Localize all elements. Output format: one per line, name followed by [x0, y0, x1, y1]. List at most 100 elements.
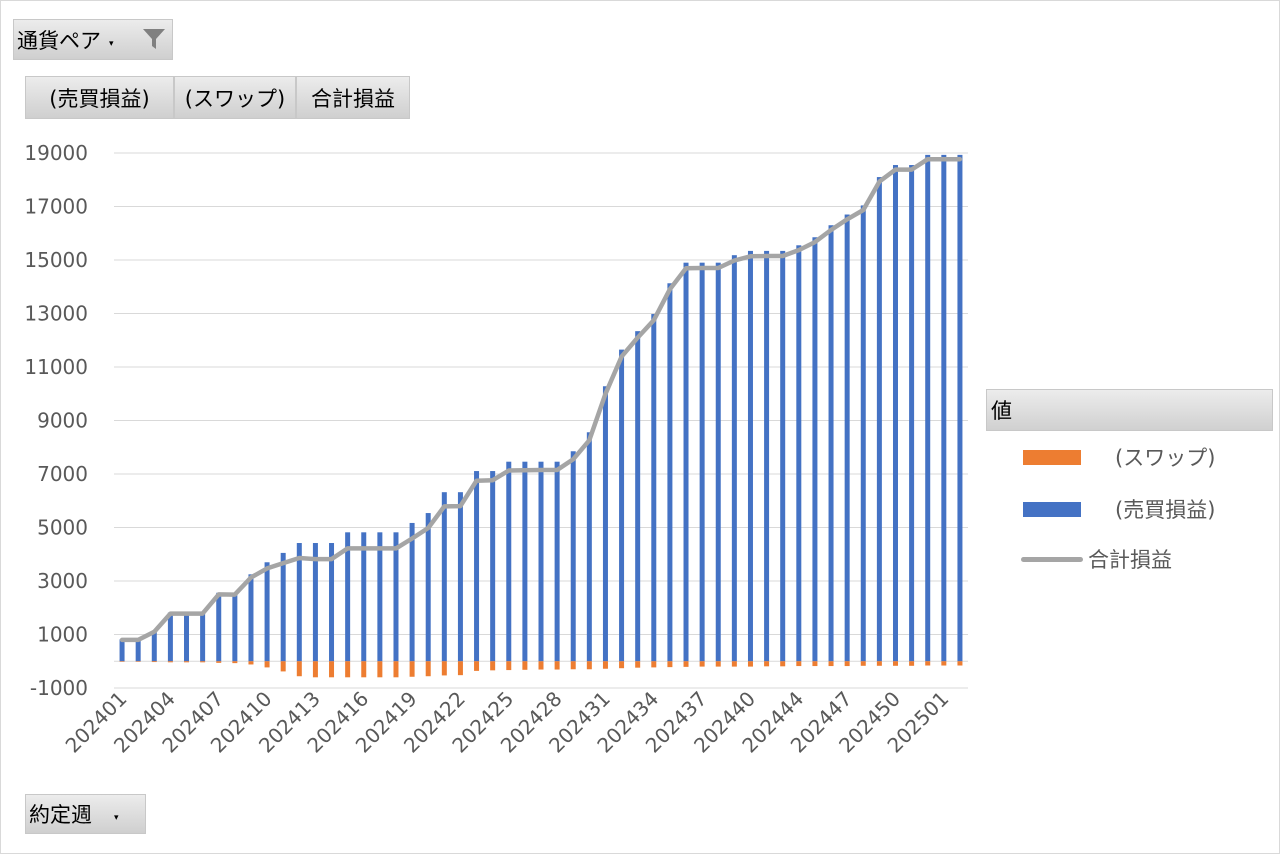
bar-trade-pnl [329, 543, 335, 662]
bar-trade-pnl [506, 461, 512, 662]
bar-trade-pnl [570, 451, 576, 662]
bar-swap [119, 661, 125, 662]
bar-swap [393, 661, 399, 678]
bar-trade-pnl [844, 214, 850, 662]
bar-trade-pnl [602, 386, 608, 662]
bar-trade-pnl [361, 532, 367, 662]
legend-item-total-pnl[interactable]: 合計損益 [1021, 544, 1172, 574]
bar-trade-pnl [200, 612, 206, 662]
bar-swap [892, 661, 898, 666]
bar-swap [490, 661, 496, 671]
bar-trade-pnl [699, 262, 705, 662]
bar-swap [586, 661, 592, 670]
bar-swap [876, 661, 882, 666]
value-button-total-pnl[interactable]: 合計損益 [296, 76, 410, 119]
bar-trade-pnl [812, 237, 818, 662]
bar-trade-pnl [216, 592, 222, 662]
legend-swatch-swap [1023, 449, 1081, 465]
bar-trade-pnl [796, 245, 802, 662]
bar-trade-pnl [780, 250, 786, 662]
dropdown-arrow-icon: ▾ [109, 38, 114, 49]
y-tick-label: 17000 [24, 195, 88, 219]
bar-swap [280, 661, 286, 672]
value-button-swap[interactable]: (スワップ) [174, 76, 296, 119]
legend-label-swap: (スワップ) [1115, 446, 1216, 470]
bar-trade-pnl [925, 154, 931, 662]
bar-swap [699, 661, 705, 667]
bar-swap [457, 661, 463, 676]
bar-trade-pnl [522, 461, 528, 662]
bar-swap [232, 661, 238, 664]
bar-trade-pnl [554, 461, 560, 662]
bar-swap [554, 661, 560, 670]
bar-swap [860, 661, 866, 666]
bar-swap [167, 661, 173, 663]
bar-trade-pnl [312, 543, 318, 662]
bar-swap [329, 661, 335, 678]
legend-item-trade-pnl[interactable]: (売買損益) [1023, 494, 1215, 524]
value-button-trade-pnl[interactable]: (売買損益) [25, 76, 174, 119]
y-tick-label: 15000 [24, 248, 88, 272]
bar-swap [909, 661, 915, 666]
bar-swap [361, 661, 367, 678]
currency-pair-filter-button[interactable]: 通貨ペア ▾ [13, 19, 173, 60]
bar-trade-pnl [135, 639, 141, 662]
bar-trade-pnl [586, 432, 592, 662]
y-tick-label: 1000 [37, 623, 88, 647]
bar-swap [957, 661, 963, 666]
trade-week-filter-button[interactable]: 約定週 ▾ [25, 794, 146, 834]
bar-swap [764, 661, 770, 667]
bar-swap [345, 661, 351, 678]
bar-trade-pnl [619, 349, 625, 662]
bar-trade-pnl [248, 574, 254, 662]
bar-trade-pnl [876, 177, 882, 662]
bar-swap [184, 661, 190, 663]
bar-swap [941, 661, 947, 666]
bar-trade-pnl [490, 471, 496, 662]
bar-trade-pnl [409, 522, 415, 662]
bar-swap [135, 661, 141, 662]
bar-trade-pnl [264, 562, 270, 662]
bar-swap [200, 661, 206, 663]
bar-swap [506, 661, 512, 671]
bar-swap [441, 661, 447, 676]
bar-trade-pnl [731, 255, 737, 662]
legend-title[interactable]: 値 [986, 389, 1273, 431]
bar-swap [538, 661, 544, 670]
bar-trade-pnl [651, 314, 657, 662]
y-tick-label: 9000 [37, 409, 88, 433]
bar-trade-pnl [151, 631, 157, 662]
bar-swap [296, 661, 302, 677]
bar-swap [667, 661, 673, 668]
filter-funnel-icon[interactable] [142, 27, 166, 51]
bar-swap [747, 661, 753, 667]
trade-week-label: 約定週 [29, 803, 92, 827]
y-tick-label: 19000 [24, 141, 88, 165]
bar-swap [151, 661, 157, 663]
bar-trade-pnl [764, 250, 770, 662]
bar-trade-pnl [828, 225, 834, 662]
bar-trade-pnl [457, 492, 463, 662]
bar-trade-pnl [425, 513, 431, 662]
bar-swap [683, 661, 689, 667]
bar-trade-pnl [538, 461, 544, 662]
bar-trade-pnl [909, 165, 915, 662]
bar-swap [377, 661, 383, 678]
bar-trade-pnl [184, 612, 190, 662]
bar-swap [409, 661, 415, 677]
y-tick-label: 11000 [24, 355, 88, 379]
bar-swap [828, 661, 834, 667]
bar-swap [925, 661, 931, 666]
bar-swap [635, 661, 641, 668]
bar-trade-pnl [957, 154, 963, 662]
bar-swap [216, 661, 222, 663]
bar-swap [731, 661, 737, 667]
bar-swap [264, 661, 270, 668]
bar-trade-pnl [941, 154, 947, 662]
y-tick-label: 5000 [37, 516, 88, 540]
bar-swap [619, 661, 625, 669]
bar-swap [312, 661, 318, 678]
bar-swap [844, 661, 850, 667]
legend-item-swap[interactable]: (スワップ) [1023, 442, 1215, 472]
